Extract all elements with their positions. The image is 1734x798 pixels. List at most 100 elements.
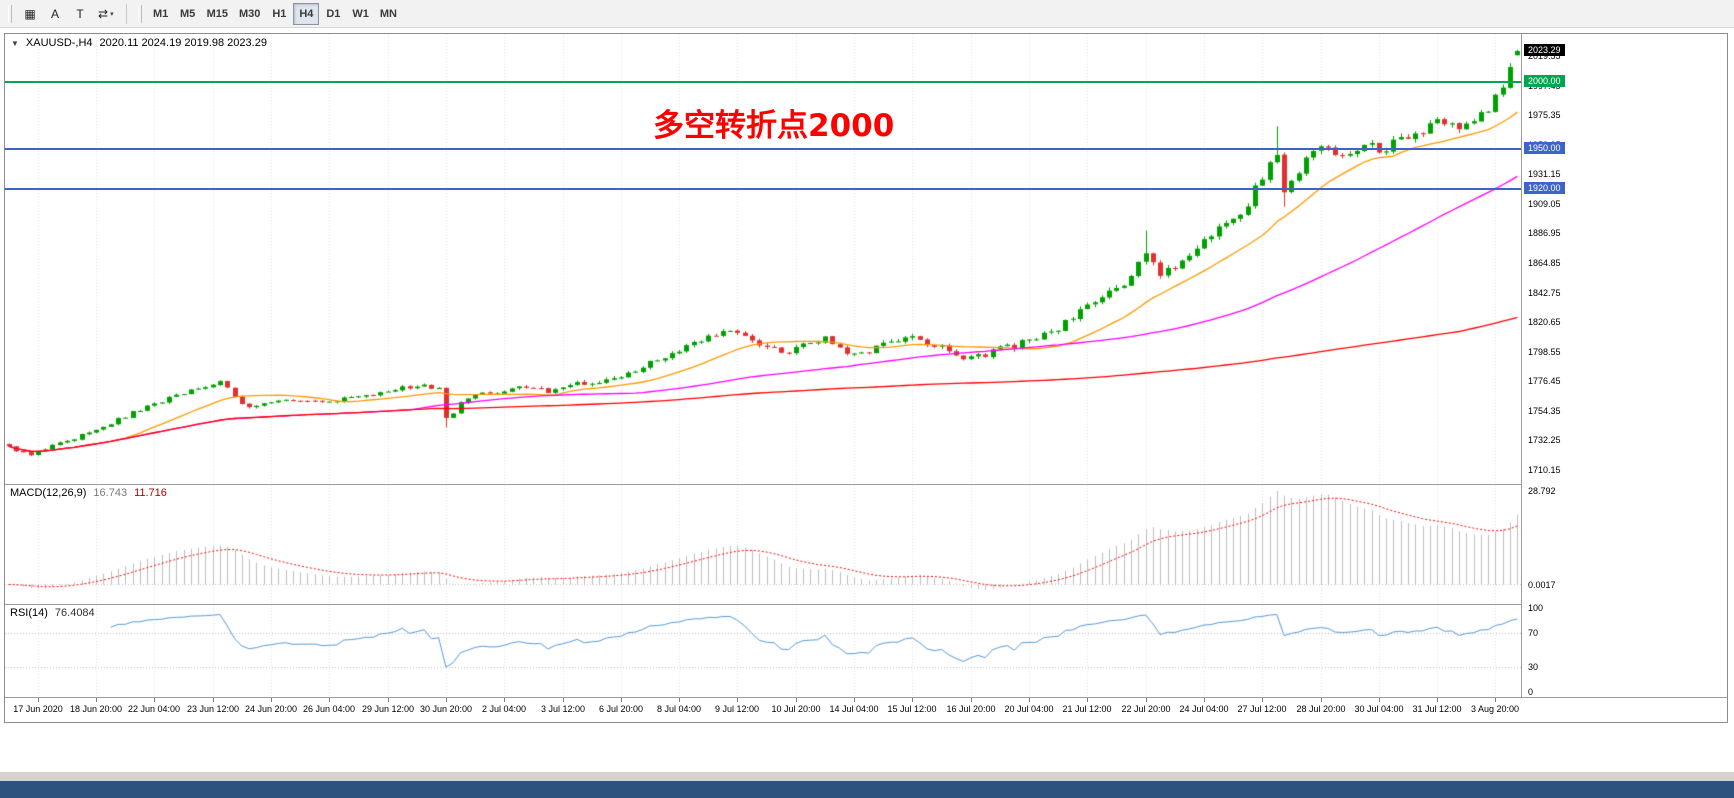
time-axis-label: 30 Jun 20:00 xyxy=(419,704,473,714)
price-level-badge-2000.00: 2000.00 xyxy=(1524,75,1565,88)
time-axis-label: 23 Jun 12:00 xyxy=(186,704,240,714)
time-axis-label: 8 Jul 04:00 xyxy=(656,704,702,714)
toolbar-drag-handle[interactable] xyxy=(137,4,142,23)
chart-title: ▼ XAUUSD-,H4 2020.11 2024.19 2019.98 202… xyxy=(11,37,267,49)
rsi-label: RSI(14) 76.4084 xyxy=(10,607,95,619)
time-axis-label: 30 Jul 04:00 xyxy=(1354,704,1404,714)
time-axis-label: 17 Jun 2020 xyxy=(13,704,63,714)
time-axis-tick xyxy=(1495,698,1496,702)
panel-separator[interactable] xyxy=(5,484,1727,485)
time-axis-tick xyxy=(1087,698,1088,702)
time-axis-label: 28 Jul 20:00 xyxy=(1296,704,1346,714)
time-axis-tick xyxy=(1146,698,1147,702)
timeframe-m15-button[interactable]: M15 xyxy=(202,3,233,25)
time-axis-tick xyxy=(504,698,505,702)
time-axis-label: 16 Jul 20:00 xyxy=(946,704,996,714)
timeframe-m1-button[interactable]: M1 xyxy=(148,3,174,25)
macd-canvas[interactable] xyxy=(5,485,1521,604)
arrow-text-tool-icon[interactable]: A xyxy=(43,3,67,25)
rsi-axis-label: 30 xyxy=(1528,661,1539,672)
time-axis-label: 31 Jul 12:00 xyxy=(1412,704,1462,714)
panel-separator[interactable] xyxy=(5,604,1727,605)
price-axis-label: 1909.05 xyxy=(1528,198,1561,209)
macd-panel[interactable]: MACD(12,26,9) 16.743 11.716 xyxy=(5,485,1521,604)
time-axis-label: 22 Jun 04:00 xyxy=(127,704,181,714)
time-axis-label: 21 Jul 12:00 xyxy=(1062,704,1112,714)
ohlc-values-label: 2020.11 2024.19 2019.98 2023.29 xyxy=(99,37,267,49)
collapse-triangle-icon[interactable]: ▼ xyxy=(11,38,19,48)
time-axis-tick xyxy=(446,698,447,702)
time-axis-tick xyxy=(1262,698,1263,702)
price-axis-label: 2019.55 xyxy=(1528,51,1561,61)
chart-grid-icon[interactable]: ▦ xyxy=(18,3,42,25)
price-level-line-1920.00[interactable] xyxy=(5,188,1521,191)
time-axis-tick xyxy=(854,698,855,702)
time-axis-tick xyxy=(1321,698,1322,702)
price-axis-label: 1842.75 xyxy=(1528,287,1561,298)
time-axis-tick xyxy=(213,698,214,702)
macd-signal-value: 11.716 xyxy=(134,487,167,499)
macd-axis-zero-label: 0.0017 xyxy=(1528,579,1556,590)
time-axis-label: 2 Jul 04:00 xyxy=(481,704,527,714)
price-level-line-1950.00[interactable] xyxy=(5,148,1521,151)
text-label-tool-icon[interactable]: T xyxy=(68,3,92,25)
price-axis-label: 1931.15 xyxy=(1528,169,1561,180)
time-axis-tick xyxy=(912,698,913,702)
time-axis-tick xyxy=(1029,698,1030,702)
rsi-name: RSI(14) xyxy=(10,607,48,619)
timeframe-m5-button[interactable]: M5 xyxy=(175,3,201,25)
time-axis-tick xyxy=(563,698,564,702)
time-axis-tick xyxy=(329,698,330,702)
rsi-panel[interactable]: RSI(14) 76.4084 xyxy=(5,605,1521,697)
main-chart-area[interactable]: ▼ XAUUSD-,H4 2020.11 2024.19 2019.98 202… xyxy=(5,34,1521,484)
rsi-value: 76.4084 xyxy=(54,607,95,619)
timeframe-m30-button[interactable]: M30 xyxy=(234,3,265,25)
time-axis-label: 27 Jul 12:00 xyxy=(1237,704,1287,714)
price-level-badge-1920.00: 1920.00 xyxy=(1524,182,1565,195)
time-axis-label: 18 Jun 20:00 xyxy=(69,704,123,714)
timeframe-button-group: M1 M5 M15 M30 H1 H4 D1 W1 MN xyxy=(148,2,402,25)
price-level-badge-1950.00: 1950.00 xyxy=(1524,142,1565,155)
price-axis-label: 1776.45 xyxy=(1528,376,1561,387)
toolbar-icon-group: ▦ A T ⇄ ▾ xyxy=(18,3,119,25)
current-price-badge: 2023.29 xyxy=(1524,44,1565,56)
price-axis-label: 1798.55 xyxy=(1528,346,1561,357)
time-axis[interactable]: 17 Jun 2020 18 Jun 20:00 22 Jun 04:00 23 Ju… xyxy=(5,698,1727,722)
time-axis-label: 3 Jul 12:00 xyxy=(540,704,586,714)
timeframe-h1-button[interactable]: H1 xyxy=(266,3,292,25)
price-level-line-2000.00[interactable] xyxy=(5,81,1521,84)
time-axis-label: 10 Jul 20:00 xyxy=(771,704,821,714)
time-axis-tick xyxy=(271,698,272,702)
timeframe-w1-button[interactable]: W1 xyxy=(347,3,374,25)
time-axis-tick xyxy=(796,698,797,702)
bottom-bar xyxy=(0,781,1734,798)
price-axis-label: 1710.15 xyxy=(1528,465,1561,476)
price-axis[interactable]: 1710.15 1732.25 1754.35 1776.45 1798.55 1820.… xyxy=(1521,34,1727,697)
timeframe-h4-button[interactable]: H4 xyxy=(293,2,320,25)
price-axis-label: 1886.95 xyxy=(1528,228,1561,239)
chart-annotation-text[interactable]: 多空转折点2000 xyxy=(653,108,895,144)
chart-window: ▼ XAUUSD-,H4 2020.11 2024.19 2019.98 202… xyxy=(4,33,1728,723)
toolbar-separator xyxy=(125,3,127,24)
time-axis-label: 9 Jul 12:00 xyxy=(714,704,760,714)
time-axis-label: 26 Jun 04:00 xyxy=(302,704,356,714)
time-axis-label: 24 Jul 04:00 xyxy=(1179,704,1229,714)
toolbar-drag-handle[interactable] xyxy=(8,4,12,23)
time-axis-tick xyxy=(1379,698,1380,702)
timeframe-d1-button[interactable]: D1 xyxy=(320,3,346,25)
time-axis-tick xyxy=(737,698,738,702)
price-chart-canvas[interactable] xyxy=(5,34,1521,484)
price-axis-label: 1820.65 xyxy=(1528,317,1561,328)
time-axis-label: 20 Jul 04:00 xyxy=(1004,704,1054,714)
timeframe-mn-button[interactable]: MN xyxy=(375,3,402,25)
time-axis-label: 15 Jul 12:00 xyxy=(887,704,937,714)
time-axis-label: 3 Aug 20:00 xyxy=(1470,704,1520,714)
toolbar: ▦ A T ⇄ ▾ M1 M5 M15 M30 H1 H4 D1 W1 MN xyxy=(0,0,1734,28)
time-axis-label: 29 Jun 12:00 xyxy=(361,704,415,714)
price-axis-label: 1864.85 xyxy=(1528,258,1561,268)
macd-main-value: 16.743 xyxy=(93,487,128,499)
rsi-axis-label: 70 xyxy=(1528,628,1539,639)
price-axis-label: 1975.35 xyxy=(1528,110,1561,121)
cycle-symbols-icon[interactable]: ⇄ ▾ xyxy=(93,3,119,25)
rsi-canvas[interactable] xyxy=(5,605,1521,697)
